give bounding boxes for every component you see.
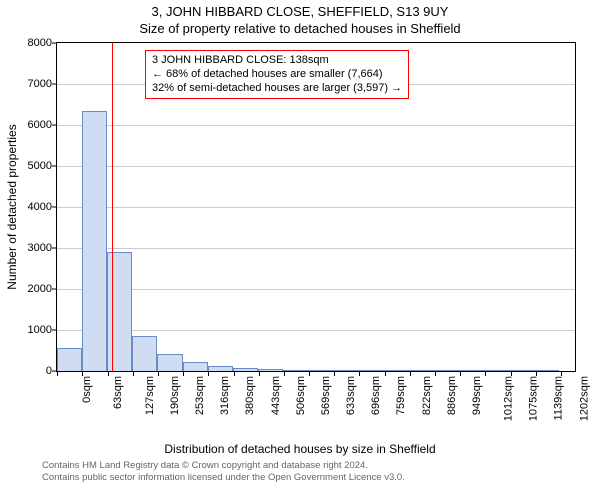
y-tick-label: 3000 [8, 242, 52, 254]
x-tick-mark [359, 372, 360, 376]
annotation-line: 3 JOHN HIBBARD CLOSE: 138sqm [152, 54, 402, 68]
histogram-bar [333, 370, 358, 371]
x-tick-mark [410, 372, 411, 376]
annotation-line: ← 68% of detached houses are smaller (7,… [152, 68, 402, 82]
y-tick-label: 1000 [8, 324, 52, 336]
x-tick-mark [208, 372, 209, 376]
x-tick-mark [309, 372, 310, 376]
y-tick-mark [52, 289, 56, 290]
y-tick-mark [52, 84, 56, 85]
x-tick-mark [183, 372, 184, 376]
x-tick-label: 1139sqm [552, 376, 564, 420]
histogram-bar [459, 370, 484, 371]
histogram-bar [107, 252, 132, 371]
y-tick-mark [52, 248, 56, 249]
histogram-bar [383, 370, 408, 371]
histogram-bar [534, 370, 559, 371]
annotation-box: 3 JOHN HIBBARD CLOSE: 138sqm← 68% of det… [145, 50, 409, 99]
footer: Contains HM Land Registry data © Crown c… [42, 460, 600, 485]
histogram-bar [283, 370, 308, 371]
y-tick-label: 4000 [8, 201, 52, 213]
x-tick-label: 506sqm [295, 376, 307, 415]
x-tick-mark [485, 372, 486, 376]
histogram-bar [434, 370, 459, 371]
histogram-bar [183, 362, 208, 371]
y-tick-label: 2000 [8, 283, 52, 295]
grid-line [57, 330, 575, 331]
annotation-line: 32% of semi-detached houses are larger (… [152, 82, 402, 96]
histogram-bar [82, 111, 107, 371]
y-tick-mark [52, 166, 56, 167]
x-tick-mark [158, 372, 159, 376]
x-tick-label: 1202sqm [578, 376, 590, 421]
y-tick-mark [52, 330, 56, 331]
y-tick-label: 7000 [8, 78, 52, 90]
y-tick-label: 0 [8, 365, 52, 377]
x-tick-mark [133, 372, 134, 376]
histogram-bar [208, 366, 233, 371]
x-tick-label: 63sqm [112, 376, 124, 409]
footer-line-2: Contains public sector information licen… [42, 472, 600, 484]
y-tick-mark [52, 371, 56, 372]
x-tick-label: 949sqm [471, 376, 483, 415]
x-tick-mark [536, 372, 537, 376]
histogram-bar [408, 370, 433, 371]
histogram-bar [358, 370, 383, 371]
x-tick-label: 569sqm [320, 376, 332, 415]
x-tick-mark [511, 372, 512, 376]
grid-line [57, 248, 575, 249]
x-tick-label: 886sqm [446, 376, 458, 415]
x-tick-label: 190sqm [169, 376, 181, 415]
y-tick-mark [52, 125, 56, 126]
x-tick-mark [385, 372, 386, 376]
histogram-bar [57, 348, 82, 371]
x-tick-label: 443sqm [270, 376, 282, 415]
histogram-bar [308, 370, 333, 371]
histogram-bar [484, 370, 509, 371]
x-tick-label: 253sqm [194, 376, 206, 415]
grid-line [57, 207, 575, 208]
chart-container: Number of detached properties 3 JOHN HIB… [0, 36, 600, 440]
grid-line [57, 289, 575, 290]
footer-line-1: Contains HM Land Registry data © Crown c… [42, 460, 600, 472]
grid-line [57, 125, 575, 126]
x-axis-label: Distribution of detached houses by size … [0, 442, 600, 456]
x-tick-mark [57, 372, 58, 376]
y-tick-label: 6000 [8, 119, 52, 131]
histogram-bar [233, 368, 258, 371]
x-tick-mark [259, 372, 260, 376]
histogram-bar [132, 336, 157, 371]
chart-title: 3, JOHN HIBBARD CLOSE, SHEFFIELD, S13 9U… [0, 4, 600, 19]
x-tick-label: 633sqm [345, 376, 357, 415]
y-tick-label: 8000 [8, 37, 52, 49]
x-tick-mark [284, 372, 285, 376]
x-tick-label: 127sqm [144, 376, 156, 415]
plot-area: 3 JOHN HIBBARD CLOSE: 138sqm← 68% of det… [56, 42, 576, 372]
x-tick-mark [234, 372, 235, 376]
x-tick-label: 316sqm [219, 376, 231, 415]
x-tick-mark [334, 372, 335, 376]
x-tick-label: 1075sqm [528, 376, 540, 421]
histogram-bar [157, 354, 182, 371]
x-tick-label: 759sqm [396, 376, 408, 415]
histogram-bar [258, 369, 283, 371]
x-tick-mark [460, 372, 461, 376]
chart-subtitle: Size of property relative to detached ho… [0, 21, 600, 36]
x-tick-label: 0sqm [81, 376, 93, 403]
x-tick-mark [561, 372, 562, 376]
y-tick-mark [52, 207, 56, 208]
histogram-bar [509, 370, 534, 371]
x-tick-mark [108, 372, 109, 376]
property-marker-line [112, 43, 113, 371]
x-tick-label: 380sqm [245, 376, 257, 415]
grid-line [57, 166, 575, 167]
x-tick-label: 696sqm [370, 376, 382, 415]
x-tick-mark [82, 372, 83, 376]
x-tick-label: 822sqm [421, 376, 433, 415]
y-tick-label: 5000 [8, 160, 52, 172]
x-tick-mark [435, 372, 436, 376]
x-tick-label: 1012sqm [503, 376, 515, 421]
y-tick-mark [52, 43, 56, 44]
